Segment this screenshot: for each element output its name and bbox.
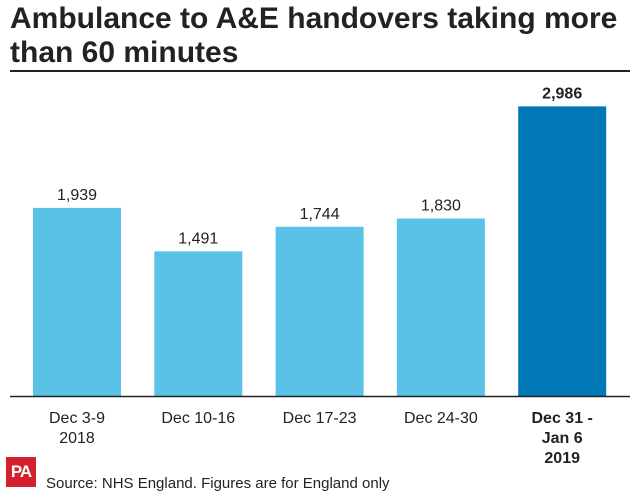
title-divider	[10, 70, 630, 72]
chart-title: Ambulance to A&E handovers taking more t…	[10, 2, 618, 69]
category-label-4: Dec 31 -Jan 6 2019	[532, 410, 593, 467]
category-label-3: Dec 24-30	[404, 410, 478, 427]
value-label-4: 2,986	[542, 85, 582, 102]
bar-1	[154, 251, 243, 396]
category-label-1: Dec 10-16	[161, 410, 235, 427]
category-label-2: Dec 17-23	[283, 410, 357, 427]
value-label-3: 1,830	[421, 198, 461, 215]
pa-logo: PA	[6, 457, 36, 487]
bar-2	[275, 226, 364, 396]
bar-4	[518, 106, 607, 397]
value-label-0: 1,939	[57, 187, 97, 204]
bar-3	[396, 218, 485, 396]
value-label-1: 1,491	[178, 230, 218, 247]
bar-0	[33, 207, 121, 396]
category-label-0: Dec 3-9 2018	[49, 410, 105, 447]
source-note: Source: NHS England. Figures are for Eng…	[46, 475, 390, 492]
value-label-2: 1,744	[300, 206, 340, 223]
